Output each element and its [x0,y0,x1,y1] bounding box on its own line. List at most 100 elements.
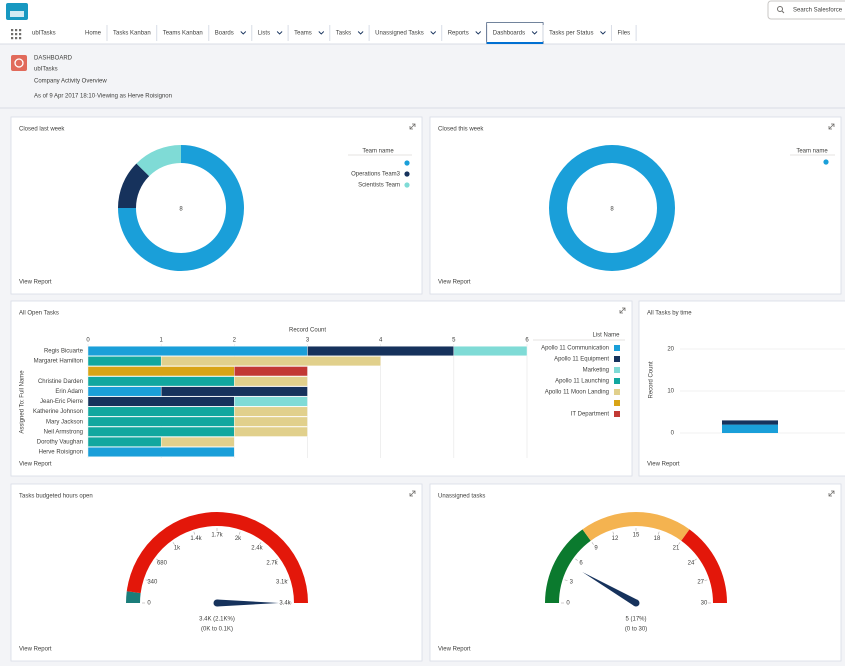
view-report-link[interactable]: View Report [438,647,471,653]
gauge-value-label: 3.4K (2.1K%) [199,617,235,623]
gauge-tick-label: 27 [697,580,704,586]
gauge-value-label: 5 (17%) [625,617,646,623]
gauge-tick [172,542,175,545]
view-report-link[interactable]: View Report [647,462,680,468]
nav-item[interactable]: Boards [215,31,234,37]
nav-menu-chevron[interactable] [240,31,247,35]
nav-menu-chevron[interactable] [531,31,538,35]
legend-label: Apollo 11 Equipment [554,357,609,363]
nav-item[interactable]: Home [85,31,102,37]
nav-item[interactable]: Tasks per Status [549,31,593,37]
bar-segment [87,447,235,457]
x-tick-label: 3 [306,338,310,344]
app-launcher-dot[interactable] [19,29,22,32]
bar-segment [160,386,308,397]
gauge-tick [259,542,262,545]
nav-item[interactable]: Unassigned Tasks [375,31,424,37]
top-bar [0,0,845,22]
legend-label: Operations Team3 [351,172,401,178]
gauge-tick [657,531,660,535]
gauge-tick-label: 0 [147,601,151,607]
gauge-band [545,529,591,603]
app-launcher-dot[interactable] [15,37,18,40]
nav-item[interactable]: Teams Kanban [163,31,203,37]
bar-segment [87,356,162,367]
nav-menu-chevron[interactable] [475,31,482,35]
app-launcher-dot[interactable] [11,37,14,40]
app-launcher-dot[interactable] [19,37,22,40]
x-tick-label: 2 [233,338,237,344]
nav-item[interactable]: Lists [258,31,270,37]
bar-segment [87,436,162,447]
expand-icon[interactable] [828,490,835,497]
gauge-tick-label: 3 [570,580,574,586]
legend-swatch [614,356,620,362]
gauge-tick-label: 3.4k [279,601,291,607]
gauge-tick [238,531,241,535]
legend-swatch [823,159,829,165]
app-launcher-dot[interactable] [11,33,14,36]
nav-item[interactable]: Teams [294,31,312,37]
bar-segment [234,396,308,407]
x-tick-label: 4 [379,338,383,344]
legend-swatch [614,389,620,395]
expand-icon[interactable] [409,490,416,497]
y-tick-label: Margaret Hamilton [34,359,83,365]
legend-swatch [404,171,410,177]
gauge-range-label: (0K to 0.1K) [201,627,233,633]
widget-card [429,116,842,295]
nav-item[interactable]: Tasks Kanban [113,31,151,37]
search-box[interactable] [767,0,845,20]
nav-item[interactable]: Dashboards [493,31,525,37]
legend-title: List Name [592,333,620,339]
bar-segment [234,426,308,437]
expand-icon[interactable] [828,123,835,130]
nav-menu-chevron[interactable] [318,31,325,35]
nav-item[interactable]: Reports [448,31,469,37]
app-launcher-dot[interactable] [15,33,18,36]
header-icon [11,55,27,71]
app-launcher-dot[interactable] [19,33,22,36]
gauge-tick-label: 9 [594,546,598,552]
nav-menu-chevron[interactable] [600,31,606,35]
bar-segment [87,346,308,356]
view-report-link[interactable]: View Report [438,280,471,286]
gauge-tick-label: 6 [579,561,583,567]
y-tick-label: 0 [671,431,675,437]
nav-item[interactable]: Files [617,31,630,37]
view-report-link[interactable]: View Report [19,647,52,653]
expand-icon[interactable] [409,123,416,130]
bar-segment [234,416,308,427]
expand-icon[interactable] [619,307,626,314]
bar-segment [87,406,235,417]
legend-swatch [614,367,620,373]
x-tick-label: 1 [159,338,163,344]
gauge-tick-label: 30 [701,601,708,607]
gauge-tick [591,542,594,545]
nav-item[interactable]: Tasks [336,31,351,37]
y-tick-label: Jean-Eric Pierre [40,399,84,405]
gauge-tick-label: 21 [673,546,680,552]
app-launcher-dot[interactable] [11,29,14,32]
gauge-tick [612,531,615,535]
view-report-link[interactable]: View Report [19,462,52,468]
widget-title: Closed last week [19,127,65,133]
gauge-range-label: (0 to 30) [625,627,647,633]
bar-segment [87,396,235,407]
gauge-tick [564,579,568,582]
x-tick-label: 0 [86,338,90,344]
nav-menu-chevron[interactable] [276,31,283,35]
x-axis-title: Record Count [289,328,326,334]
legend-label: IT Department [571,412,610,418]
search-icon [781,10,785,14]
app-launcher-dot[interactable] [15,29,18,32]
header-icon-glyph [14,58,24,68]
view-report-link[interactable]: View Report [19,280,52,286]
nav-menu-chevron[interactable] [430,31,437,35]
legend-label: Apollo 11 Communication [541,346,609,352]
gauge-tick-label: 680 [157,561,168,567]
nav-menu-chevron[interactable] [357,31,364,35]
donut-slice [136,145,181,177]
legend-label: Marketing [583,368,609,374]
y-tick-label: 20 [667,347,674,353]
